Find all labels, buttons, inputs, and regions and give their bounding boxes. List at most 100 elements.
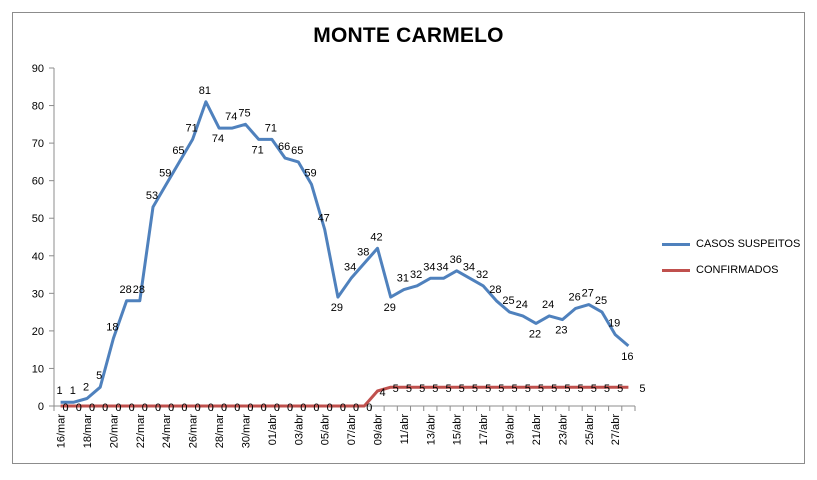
data-label-confirmados: 0 — [247, 402, 253, 414]
data-label-suspeitos: 29 — [384, 302, 396, 314]
legend-swatch-suspeitos — [662, 242, 690, 246]
data-label-suspeitos: 32 — [476, 269, 488, 281]
x-tick-label: 21/abr — [531, 414, 543, 446]
data-label-suspeitos: 29 — [331, 302, 343, 314]
data-label-confirmados: 0 — [76, 402, 82, 414]
data-label-confirmados: 0 — [89, 402, 95, 414]
data-label-confirmados: 0 — [208, 402, 214, 414]
data-label-confirmados: 0 — [340, 402, 346, 414]
data-label-confirmados: 0 — [300, 402, 306, 414]
x-tick-label: 09/abr — [373, 414, 385, 446]
data-label-suspeitos: 26 — [568, 291, 580, 303]
data-label-suspeitos: 18 — [106, 321, 118, 333]
x-tick-label: 27/abr — [610, 414, 622, 446]
x-tick-label: 22/mar — [135, 414, 147, 449]
data-label-suspeitos: 19 — [608, 318, 620, 330]
data-label-suspeitos: 24 — [516, 299, 528, 311]
data-label-suspeitos: 71 — [186, 122, 198, 134]
y-tick-label: 40 — [32, 251, 44, 263]
data-label-confirmados: 0 — [313, 402, 319, 414]
data-label-suspeitos: 34 — [463, 261, 475, 273]
series-line-suspeitos — [60, 100, 630, 404]
legend-swatch-confirmados — [662, 268, 690, 272]
data-label-confirmados: 0 — [195, 402, 201, 414]
data-label-suspeitos: 65 — [172, 145, 184, 157]
data-label-confirmados: 5 — [617, 383, 623, 395]
x-tick-label: 15/abr — [452, 414, 464, 446]
data-label-confirmados: 0 — [234, 402, 240, 414]
x-tick-label: 25/abr — [584, 414, 596, 446]
data-label-suspeitos: 42 — [370, 231, 382, 243]
data-label-suspeitos: 25 — [595, 295, 607, 307]
data-label-suspeitos: 65 — [291, 145, 303, 157]
data-label-confirmados: 0 — [142, 402, 148, 414]
data-label-suspeitos: 1 — [70, 385, 76, 397]
data-label-confirmados: 0 — [181, 402, 187, 414]
data-label-suspeitos: 5 — [96, 370, 102, 382]
data-label-suspeitos: 32 — [410, 269, 422, 281]
legend-label-suspeitos: CASOS SUSPEITOS — [696, 238, 801, 250]
data-label-suspeitos: 27 — [582, 288, 594, 300]
data-label-confirmados: 0 — [63, 402, 69, 414]
x-tick-label: 01/abr — [267, 414, 279, 446]
data-label-suspeitos: 22 — [529, 328, 541, 340]
data-label-confirmados: 5 — [564, 383, 570, 395]
data-label-confirmados: 5 — [406, 383, 412, 395]
x-tick-label: 13/abr — [425, 414, 437, 446]
data-label-suspeitos: 23 — [555, 325, 567, 337]
data-label-suspeitos: 28 — [120, 284, 132, 296]
data-label-confirmados: 5 — [511, 383, 517, 395]
chart-title: MONTE CARMELO — [313, 24, 504, 47]
data-label-suspeitos: 24 — [542, 299, 554, 311]
data-label-suspeitos: 34 — [344, 261, 356, 273]
data-label-suspeitos: 25 — [502, 295, 514, 307]
x-tick-label: 23/abr — [557, 414, 569, 446]
x-tick-label: 17/abr — [478, 414, 490, 446]
x-tick-label: 28/mar — [214, 414, 226, 449]
data-label-confirmados: 0 — [366, 402, 372, 414]
data-label-suspeitos: 28 — [133, 284, 145, 296]
data-label-confirmados: 5 — [604, 383, 610, 395]
x-tick-label: 11/abr — [399, 414, 411, 445]
y-tick-label: 80 — [32, 101, 44, 113]
data-label-confirmados: 5 — [498, 383, 504, 395]
x-tick-label: 16/mar — [56, 414, 68, 449]
legend-item-suspeitos: CASOS SUSPEITOS — [662, 238, 800, 250]
data-label-suspeitos: 34 — [423, 261, 435, 273]
x-tick-label: 07/abr — [346, 414, 358, 446]
data-label-confirmados: 5 — [472, 383, 478, 395]
data-label-confirmados: 5 — [393, 383, 399, 395]
data-label-suspeitos: 28 — [489, 284, 501, 296]
data-label-confirmados: 5 — [432, 383, 438, 395]
data-label-confirmados: 0 — [261, 402, 267, 414]
data-label-confirmados: 5 — [525, 383, 531, 395]
data-label-confirmados: 4 — [379, 387, 385, 399]
data-label-suspeitos: 38 — [357, 246, 369, 258]
x-tick-label: 18/mar — [82, 414, 94, 449]
data-label-suspeitos: 59 — [304, 167, 316, 179]
data-label-confirmados: 5 — [459, 383, 465, 395]
data-label-confirmados: 0 — [221, 402, 227, 414]
data-label-confirmados: 0 — [353, 402, 359, 414]
data-label-suspeitos: 53 — [146, 190, 158, 202]
x-tick-label: 05/abr — [320, 414, 332, 446]
data-label-confirmados: 0 — [115, 402, 121, 414]
data-label-confirmados: 0 — [168, 402, 174, 414]
data-label-confirmados: 0 — [327, 402, 333, 414]
x-tick-label: 03/abr — [293, 414, 305, 446]
data-label-suspeitos: 71 — [265, 122, 277, 134]
data-label-confirmados: 5 — [445, 383, 451, 395]
y-tick-label: 70 — [32, 138, 44, 150]
y-tick-label: 60 — [32, 176, 44, 188]
data-label-confirmados: 5 — [578, 383, 584, 395]
x-tick-label: 24/mar — [161, 414, 173, 449]
data-label-suspeitos: 34 — [436, 261, 448, 273]
data-label-confirmados: 0 — [155, 402, 161, 414]
data-label-suspeitos: 74 — [225, 111, 237, 123]
y-tick-label: 10 — [32, 363, 44, 375]
data-label-suspeitos: 1 — [57, 385, 63, 397]
y-tick-label: 30 — [32, 288, 44, 300]
y-tick-label: 90 — [32, 63, 44, 75]
data-label-confirmados: 5 — [419, 383, 425, 395]
